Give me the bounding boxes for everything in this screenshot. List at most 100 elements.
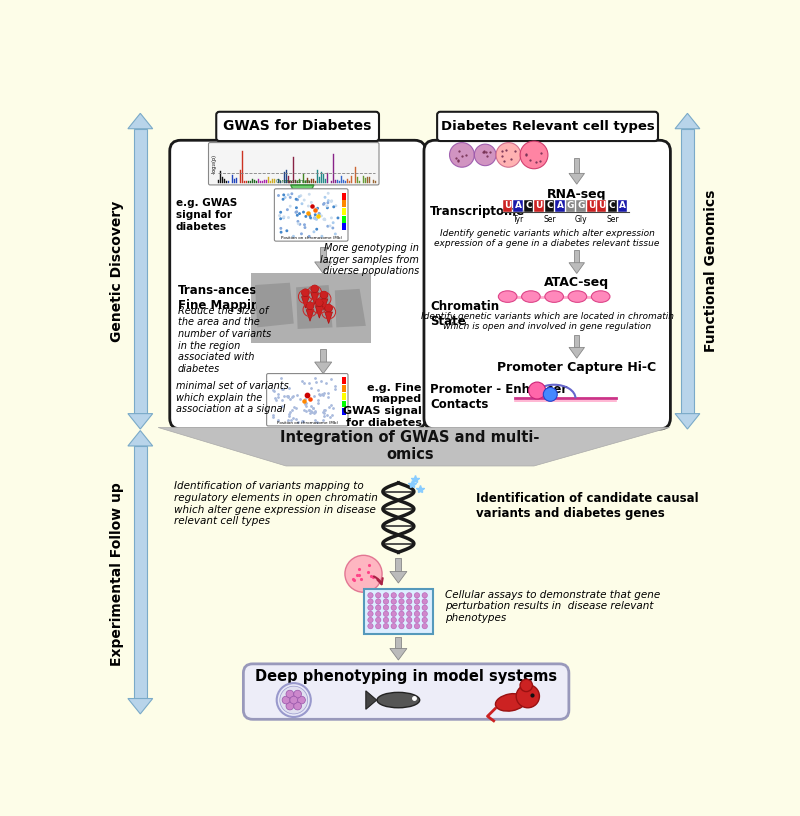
Polygon shape (296, 285, 333, 329)
Text: Promoter - Enhancer
Contacts: Promoter - Enhancer Contacts (430, 383, 567, 410)
Bar (342, 385, 346, 392)
Point (266, 384, 279, 397)
Point (308, 211, 321, 224)
Point (286, 404, 298, 417)
Circle shape (406, 617, 412, 623)
Point (313, 388, 326, 401)
Point (295, 415, 308, 428)
Point (293, 207, 306, 220)
Point (319, 404, 332, 417)
Point (309, 371, 322, 384)
Point (304, 392, 317, 406)
Text: GWAS for Diabetes: GWAS for Diabetes (223, 119, 372, 133)
Point (292, 217, 305, 230)
Point (315, 388, 328, 401)
Circle shape (320, 291, 328, 299)
Point (274, 222, 287, 235)
Point (317, 388, 330, 401)
Point (302, 200, 314, 213)
Point (288, 401, 301, 414)
Point (297, 206, 310, 219)
Point (272, 388, 285, 401)
Ellipse shape (545, 290, 563, 303)
Text: C: C (526, 202, 532, 211)
Text: U: U (588, 202, 595, 211)
Circle shape (290, 696, 298, 704)
Text: Identification of candidate causal
variants and diabetes genes: Identification of candidate causal varia… (476, 492, 698, 520)
Circle shape (325, 304, 333, 312)
Text: Position on chromosome (Mb): Position on chromosome (Mb) (281, 237, 342, 241)
Polygon shape (128, 113, 153, 129)
Circle shape (406, 611, 412, 617)
Point (302, 403, 315, 416)
Point (318, 406, 330, 419)
Polygon shape (314, 262, 332, 273)
Point (290, 206, 303, 219)
Circle shape (406, 599, 412, 604)
Point (310, 202, 322, 215)
Text: A: A (619, 202, 626, 211)
Text: Cellular assays to demonstrate that gene
perturbation results in  disease releva: Cellular assays to demonstrate that gene… (445, 589, 660, 623)
Circle shape (294, 703, 302, 710)
Point (267, 385, 280, 398)
Bar (134, 129, 146, 414)
Circle shape (286, 703, 294, 710)
FancyBboxPatch shape (266, 374, 348, 426)
Text: Trans-ancestry
Fine Mapping: Trans-ancestry Fine Mapping (178, 284, 276, 313)
Circle shape (398, 605, 404, 610)
Text: Deep phenotyping in model systems: Deep phenotyping in model systems (255, 668, 557, 684)
Point (318, 213, 331, 226)
Point (327, 200, 340, 213)
FancyBboxPatch shape (424, 140, 670, 429)
Point (314, 375, 327, 388)
Point (326, 401, 339, 415)
Circle shape (368, 623, 373, 629)
Point (298, 218, 311, 231)
Point (307, 225, 320, 238)
Text: Tyr: Tyr (513, 215, 524, 224)
Polygon shape (302, 296, 310, 308)
Circle shape (414, 617, 420, 623)
Bar (251, 273, 371, 343)
Circle shape (383, 611, 389, 617)
Point (291, 209, 304, 222)
Point (298, 193, 310, 206)
Point (310, 223, 323, 236)
Bar (342, 208, 346, 215)
Bar (363, 589, 434, 634)
Point (322, 390, 335, 403)
Ellipse shape (498, 290, 517, 303)
Circle shape (543, 388, 558, 401)
Circle shape (422, 605, 427, 610)
Point (322, 220, 334, 233)
Point (307, 402, 320, 415)
Circle shape (406, 623, 412, 629)
Point (284, 191, 297, 204)
FancyBboxPatch shape (209, 143, 379, 185)
Point (290, 193, 302, 206)
Point (311, 209, 324, 222)
Point (290, 412, 302, 425)
Text: Experimental Follow up: Experimental Follow up (110, 482, 124, 666)
Text: Integration of GWAS and multi-
omics: Integration of GWAS and multi- omics (280, 430, 540, 462)
Polygon shape (325, 312, 333, 323)
Point (310, 213, 323, 226)
Bar (555, 200, 565, 212)
Point (331, 211, 344, 224)
Circle shape (383, 617, 389, 623)
Text: Identification of variants mapping to
regulatory elements in open chromatin
whic: Identification of variants mapping to re… (174, 481, 378, 526)
Point (286, 187, 298, 200)
Polygon shape (315, 307, 323, 318)
Point (312, 388, 325, 401)
Point (275, 394, 288, 407)
Bar (576, 200, 586, 212)
Circle shape (520, 679, 533, 692)
Circle shape (391, 623, 397, 629)
Point (325, 372, 338, 385)
Point (309, 406, 322, 419)
Point (295, 197, 308, 211)
Point (270, 393, 282, 406)
Point (282, 211, 295, 224)
Point (307, 407, 320, 420)
Point (322, 387, 334, 400)
